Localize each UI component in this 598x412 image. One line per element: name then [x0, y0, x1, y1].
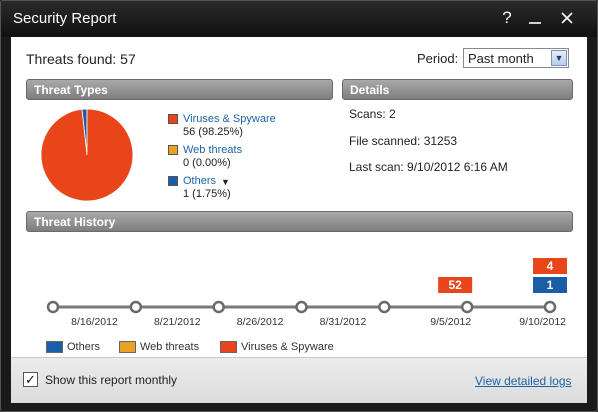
show-monthly-label: Show this report monthly — [45, 373, 178, 387]
timeline-date-label: 8/21/2012 — [154, 316, 201, 328]
threat-types-header-label: Threat Types — [34, 83, 108, 97]
history-bar-value-label: 4 — [547, 259, 554, 273]
close-icon[interactable] — [556, 7, 578, 29]
timeline-date-label: 8/16/2012 — [71, 316, 118, 328]
threat-history-header-label: Threat History — [34, 215, 116, 229]
help-icon[interactable]: ? — [502, 8, 512, 27]
history-bar-others — [533, 277, 567, 293]
threat-type-web-threats-label: Web threats — [183, 144, 243, 156]
legend-swatch-others — [168, 176, 178, 186]
timeline-node — [212, 300, 225, 314]
threats-found-summary: Threats found: 57 — [26, 51, 136, 67]
threat-types-pie-chart — [40, 108, 134, 202]
history-legend-others: Others — [67, 341, 101, 353]
threat-type-viruses-count: 56 (98.25%) — [183, 126, 243, 138]
timeline-node — [295, 300, 308, 314]
timeline-node — [46, 300, 60, 314]
threat-type-viruses-label: Viruses & Spyware — [183, 113, 276, 125]
timeline-node — [543, 300, 557, 314]
caret-down-icon[interactable]: ▼ — [221, 177, 230, 187]
details-header-label: Details — [350, 83, 390, 97]
threat-type-others-count: 1 (1.75%) — [183, 188, 231, 200]
timeline-node — [460, 300, 474, 314]
minimize-icon[interactable] — [524, 7, 546, 29]
scans-count: Scans: 2 — [349, 107, 396, 121]
history-bar-viruses-spyware — [438, 277, 473, 293]
period-dropdown[interactable]: Past month ▼ — [463, 48, 569, 68]
threat-type-viruses-link[interactable]: Viruses & Spyware — [183, 113, 276, 125]
threat-history-chart: 8/16/2012 8/21/2012 8/26/2012 8/31/2012 9/5/… — [11, 235, 587, 335]
history-legend-swatch-others — [46, 341, 63, 353]
title-bar: Security Report ? — [1, 1, 597, 37]
history-bar-value-label: 1 — [547, 278, 554, 292]
timeline-node — [378, 300, 391, 314]
period-label: Period: — [417, 51, 459, 66]
threat-type-others-label: Others — [183, 175, 217, 187]
chevron-down-icon[interactable]: ▼ — [551, 50, 567, 66]
details-header: Details — [342, 79, 573, 100]
view-detailed-logs-link[interactable]: View detailed logs — [475, 374, 572, 388]
legend-swatch-viruses — [168, 114, 178, 124]
timeline-date-label: 9/5/2012 — [430, 316, 471, 328]
history-legend-swatch-web-threats — [119, 341, 136, 353]
history-legend-viruses: Viruses & Spyware — [241, 341, 334, 353]
timeline-node — [129, 300, 143, 314]
threat-type-web-threats-count: 0 (0.00%) — [183, 157, 231, 169]
history-bar-value-label: 52 — [448, 278, 462, 292]
threat-types-header: Threat Types — [26, 79, 333, 100]
footer-bar: ✓ Show this report monthly View detailed… — [11, 357, 587, 403]
history-legend-web-threats: Web threats — [140, 341, 200, 353]
last-scan-time: Last scan: 9/10/2012 6:16 AM — [349, 160, 508, 174]
period-selected-value: Past month — [468, 51, 534, 66]
report-content: Threats found: 57 Period: Past month ▼ T… — [11, 37, 587, 357]
window-title: Security Report — [13, 10, 117, 27]
timeline-date-label: 8/31/2012 — [320, 316, 367, 328]
history-bar-viruses-spyware — [533, 258, 567, 274]
timeline-date-label: 8/26/2012 — [237, 316, 284, 328]
threat-type-web-threats-link[interactable]: Web threats — [183, 144, 242, 156]
show-monthly-checkbox[interactable]: ✓ — [23, 372, 38, 387]
pie-slice-viruses-spyware — [40, 108, 134, 202]
files-scanned-count: File scanned: 31253 — [349, 134, 458, 148]
history-legend-swatch-viruses — [220, 341, 237, 353]
legend-swatch-web-threats — [168, 145, 178, 155]
threat-history-header: Threat History — [26, 211, 573, 232]
threat-type-others-link[interactable]: Others — [183, 175, 216, 187]
timeline-date-label: 9/10/2012 — [519, 316, 566, 328]
